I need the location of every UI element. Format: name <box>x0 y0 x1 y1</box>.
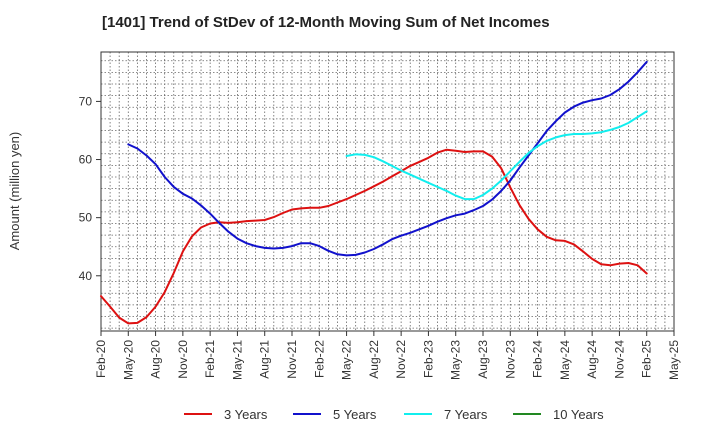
x-tick-label: Nov-21 <box>285 340 299 379</box>
chart-title: [1401] Trend of StDev of 12-Month Moving… <box>102 14 550 31</box>
x-tick-label: Aug-22 <box>367 340 381 379</box>
x-tick-label: May-22 <box>340 340 354 380</box>
x-tick-label: May-23 <box>449 340 463 380</box>
plot-frame <box>100 51 675 332</box>
x-tick-label: Feb-20 <box>94 340 108 378</box>
y-tick-label: 70 <box>79 94 93 108</box>
x-tick-label: May-25 <box>667 340 681 380</box>
y-tick-label: 50 <box>79 211 93 225</box>
x-tick-label: Nov-23 <box>503 340 517 379</box>
x-axis-ticks: Feb-20 May-20 Aug-20 Nov-20 Feb-21 May-21 Aug-… <box>94 331 681 380</box>
x-tick-label: Feb-23 <box>421 340 435 378</box>
x-tick-label: Aug-24 <box>585 340 599 379</box>
x-tick-label: Aug-21 <box>258 340 272 379</box>
x-tick-label: May-24 <box>558 340 572 380</box>
grid-lines <box>101 52 674 331</box>
x-tick-label: May-20 <box>121 340 135 380</box>
y-axis-ticks: 40 50 60 70 <box>79 94 101 283</box>
y-tick-label: 60 <box>79 153 93 167</box>
series-line-7-years <box>345 110 648 201</box>
x-tick-label: Aug-23 <box>476 340 490 379</box>
series-line-5-years <box>127 60 648 257</box>
x-tick-label: Nov-24 <box>612 340 626 379</box>
x-tick-label: Aug-20 <box>149 340 163 379</box>
x-tick-label: Feb-24 <box>531 340 545 378</box>
legend-label-5-years: 5 Years <box>333 407 377 422</box>
legend-label-7-years: 7 Years <box>444 407 488 422</box>
x-tick-label: Feb-21 <box>203 340 217 378</box>
legend: 3 Years 5 Years 7 Years 10 Years <box>184 407 604 422</box>
legend-label-10-years: 10 Years <box>553 407 604 422</box>
series-lines <box>100 60 648 325</box>
x-tick-label: Feb-25 <box>640 340 654 378</box>
x-tick-label: May-21 <box>230 340 244 380</box>
x-tick-label: Feb-22 <box>312 340 326 378</box>
y-axis-label: Amount (million yen) <box>7 132 22 251</box>
y-tick-label: 40 <box>79 269 93 283</box>
series-line-3-years <box>100 148 648 325</box>
x-tick-label: Nov-22 <box>394 340 408 379</box>
legend-label-3-years: 3 Years <box>224 407 268 422</box>
x-tick-label: Nov-20 <box>176 340 190 379</box>
